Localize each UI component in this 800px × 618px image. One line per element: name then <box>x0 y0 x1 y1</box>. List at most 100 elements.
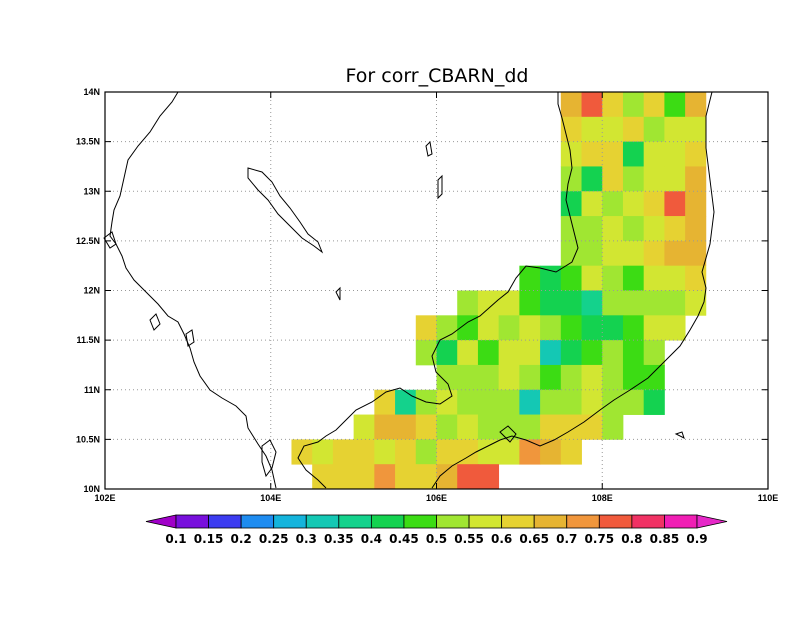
heatmap-cell <box>560 265 582 291</box>
heatmap-cell <box>415 439 437 465</box>
heatmap-cell <box>560 191 582 217</box>
heatmap-cell <box>560 389 582 415</box>
heatmap-cell <box>622 364 645 391</box>
heatmap-cell <box>581 290 603 316</box>
heatmap-cell <box>519 364 541 391</box>
heatmap-cell <box>332 464 355 490</box>
heatmap-cell <box>622 265 645 291</box>
heatmap-cell <box>581 315 603 341</box>
colorbar-box <box>208 514 242 529</box>
heatmap-cell <box>436 439 458 465</box>
heatmap-cell <box>540 439 562 465</box>
heatmap-cell <box>477 464 500 490</box>
heatmap-cell <box>643 191 665 217</box>
heatmap-cell <box>415 315 437 341</box>
colorbar-label: 0.4 <box>361 532 382 546</box>
heatmap-cell <box>622 92 645 118</box>
heatmap-cell <box>312 464 334 490</box>
heatmap-cell <box>602 265 624 291</box>
heatmap-cell <box>622 389 645 415</box>
heatmap-cell <box>457 389 479 415</box>
colorbar-box <box>566 514 600 529</box>
colorbar-box <box>501 514 535 529</box>
colorbar-label: 0.6 <box>491 532 512 546</box>
heatmap-cell <box>602 216 624 242</box>
heatmap-cell <box>519 439 541 465</box>
heatmap-cell <box>685 191 707 217</box>
tick-label-lat: 11N <box>84 385 100 395</box>
colorbar-box <box>370 514 405 529</box>
tick-label-lat: 12N <box>83 286 100 296</box>
heatmap-cell <box>685 240 707 267</box>
heatmap-cell <box>540 364 562 391</box>
heatmap-cell <box>643 166 665 192</box>
heatmap-cell <box>353 414 375 440</box>
colorbar-label: 0.8 <box>621 532 642 546</box>
heatmap-cell <box>498 340 520 366</box>
colorbar-label: 0.9 <box>686 532 707 546</box>
heatmap-cell <box>436 464 458 490</box>
heatmap-cell <box>540 315 562 341</box>
heatmap-cell <box>477 439 500 465</box>
heatmap-cell <box>415 340 437 366</box>
heatmap-cell <box>353 464 375 490</box>
heatmap-cell <box>457 315 479 341</box>
heatmap-cell <box>374 389 396 415</box>
heatmap-cell <box>664 216 686 242</box>
heatmap-cell <box>560 315 582 341</box>
colorbar-box <box>403 514 437 529</box>
tick-label-lat: 14N <box>83 87 100 97</box>
colorbar-min-triangle <box>145 514 177 529</box>
heatmap-cell <box>602 414 624 440</box>
map-gridlines <box>105 92 768 489</box>
heatmap-cell <box>685 216 707 242</box>
colorbar-box <box>631 514 665 529</box>
heatmap-cell <box>457 290 479 316</box>
heatmap-cell <box>332 439 355 465</box>
heatmap-cell <box>643 364 665 391</box>
heatmap-cell <box>395 414 417 440</box>
heatmap-cell <box>560 92 582 118</box>
heatmap-cell <box>581 340 603 366</box>
heatmap-cell <box>602 92 624 118</box>
heatmap-cell <box>602 389 624 415</box>
heatmap-cell <box>477 364 500 391</box>
tick-label-lat: 10N <box>83 484 100 494</box>
heatmap-cell <box>519 414 541 440</box>
heatmap-cell <box>622 141 645 167</box>
tick-label-lon: 108E <box>592 493 613 503</box>
heatmap-cell <box>457 414 479 440</box>
heatmap-cell <box>291 439 313 465</box>
colorbar-label: 0.15 <box>194 532 224 546</box>
colorbar-box <box>664 514 698 529</box>
heatmap-cell <box>664 290 686 316</box>
heatmap-cell <box>477 340 500 366</box>
heatmap-cell <box>436 414 458 440</box>
axis-ticks: 102E 104E 106E 108E 110E 10N 10.5N 11N 11.5N 12N 1… <box>76 87 778 503</box>
colorbar-box <box>598 514 633 529</box>
tick-label-lat: 13.5N <box>76 137 100 147</box>
heatmap-cell <box>457 364 479 391</box>
heatmap-cell <box>560 116 582 143</box>
heatmap-cell <box>519 290 541 316</box>
heatmap-cell <box>498 439 520 465</box>
heatmap-cell <box>581 414 603 440</box>
correlation-cells <box>291 92 707 490</box>
heatmap-cell <box>477 315 500 341</box>
heatmap-cell <box>395 389 417 415</box>
tick-label-lat: 10.5N <box>76 434 100 444</box>
heatmap-cell <box>477 389 500 415</box>
heatmap-cell <box>540 414 562 440</box>
heatmap-cell <box>602 315 624 341</box>
heatmap-cell <box>622 166 645 192</box>
colorbar-label: 0.7 <box>556 532 577 546</box>
heatmap-cell <box>477 290 500 316</box>
heatmap-cell <box>436 340 458 366</box>
heatmap-cell <box>622 116 645 143</box>
heatmap-cell <box>560 240 582 267</box>
heatmap-cell <box>477 414 500 440</box>
heatmap-cell <box>602 364 624 391</box>
tick-label-lat: 12.5N <box>76 236 100 246</box>
colorbar-label: 0.3 <box>296 532 317 546</box>
